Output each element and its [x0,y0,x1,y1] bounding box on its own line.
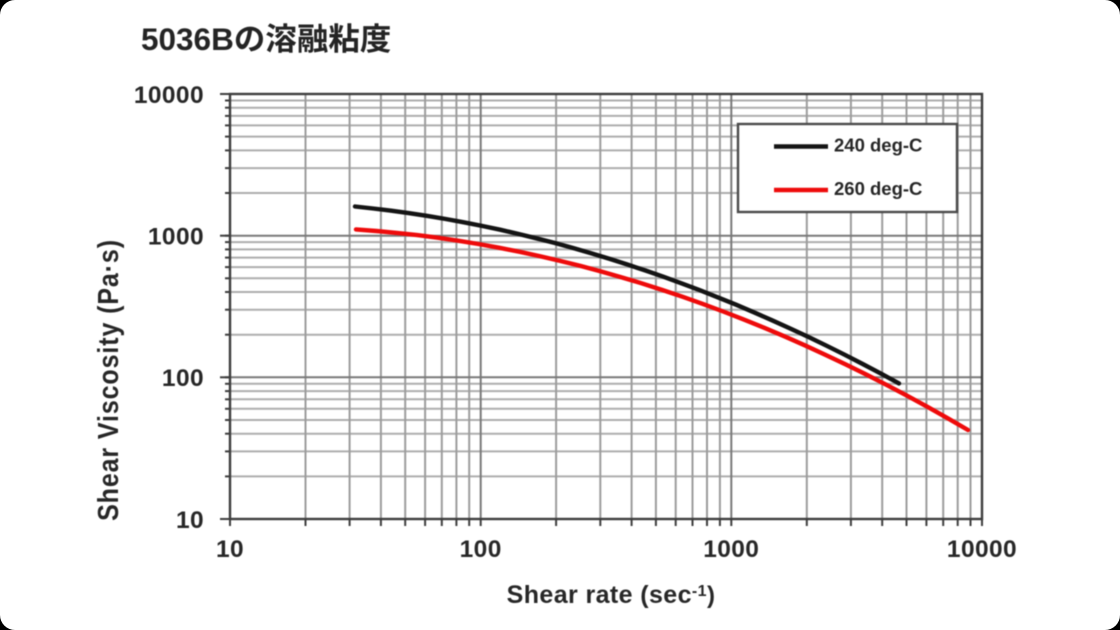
svg-text:Shear rate (sec-1): Shear rate (sec-1) [507,581,716,609]
svg-text:5036B: 5036B [141,21,234,57]
svg-text:100: 100 [460,536,502,563]
svg-text:1000: 1000 [148,224,204,251]
svg-text:10000: 10000 [947,536,1017,563]
svg-text:10: 10 [176,507,204,534]
svg-text:1000: 1000 [703,536,759,563]
svg-text:100: 100 [162,365,204,392]
svg-text:260 deg-C: 260 deg-C [834,178,922,199]
svg-text:10: 10 [216,536,244,563]
svg-text:Shear Viscosity (Pa·s): Shear Viscosity (Pa·s) [91,239,124,521]
svg-text:240 deg-C: 240 deg-C [834,135,922,156]
svg-text:10000: 10000 [134,82,204,109]
